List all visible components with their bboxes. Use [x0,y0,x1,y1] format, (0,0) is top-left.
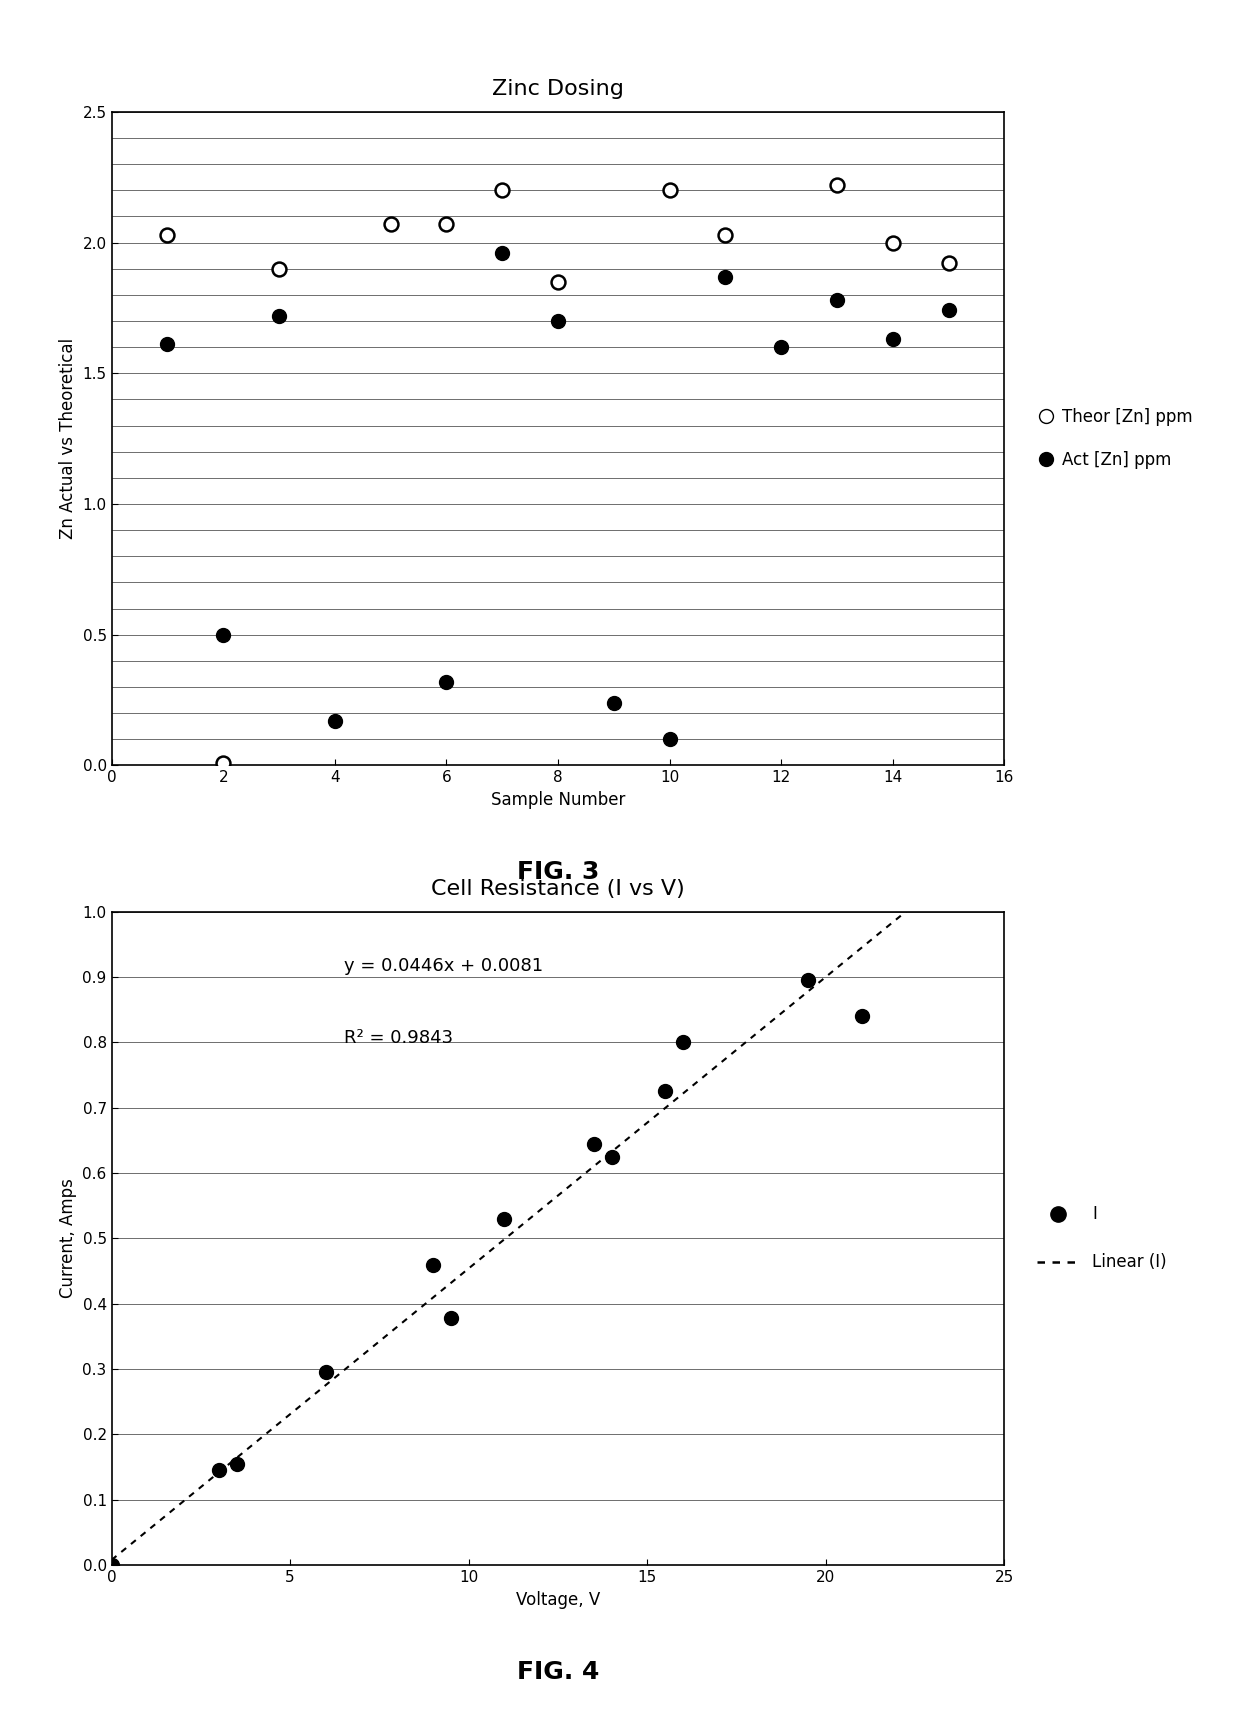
Point [883,229,903,256]
Point [492,177,512,205]
Point [423,1250,443,1278]
Point [213,621,233,648]
Point [827,172,847,200]
Point [157,220,177,248]
Point [827,286,847,313]
Point [939,298,959,325]
Point [269,255,289,282]
Text: y = 0.0446x + 0.0081: y = 0.0446x + 0.0081 [343,958,543,975]
Point [771,334,791,361]
Point [548,268,568,296]
Y-axis label: Zn Actual vs Theoretical: Zn Actual vs Theoretical [60,339,77,538]
Point [715,263,735,291]
Text: R² = 0.9843: R² = 0.9843 [343,1029,453,1047]
Point [269,303,289,330]
Point [325,707,345,734]
Point [715,220,735,248]
Point [495,1206,515,1233]
Point [436,210,456,237]
Y-axis label: Current, Amps: Current, Amps [60,1178,77,1299]
Point [548,308,568,335]
Legend: Theor [Zn] ppm, Act [Zn] ppm: Theor [Zn] ppm, Act [Zn] ppm [1030,401,1199,476]
Point [660,177,680,205]
Point [436,667,456,695]
Point [939,249,959,277]
Point [381,210,401,237]
Text: FIG. 3: FIG. 3 [517,860,599,884]
Point [883,325,903,353]
Point [208,1457,228,1484]
Point [492,239,512,267]
Point [852,1003,872,1030]
Point [102,1551,122,1579]
Point [213,748,233,776]
Point [584,1130,604,1158]
Point [660,726,680,753]
Title: Cell Resistance (I vs V): Cell Resistance (I vs V) [432,879,684,900]
Point [157,330,177,358]
Point [601,1144,621,1171]
Point [441,1304,461,1331]
Point [316,1359,336,1386]
Point [799,967,818,994]
Text: FIG. 4: FIG. 4 [517,1660,599,1684]
Title: Zinc Dosing: Zinc Dosing [492,79,624,100]
Point [673,1029,693,1056]
Point [227,1450,247,1477]
X-axis label: Voltage, V: Voltage, V [516,1591,600,1608]
Point [604,690,624,717]
Legend: I, Linear (I): I, Linear (I) [1030,1199,1173,1278]
Point [655,1077,675,1106]
X-axis label: Sample Number: Sample Number [491,791,625,808]
